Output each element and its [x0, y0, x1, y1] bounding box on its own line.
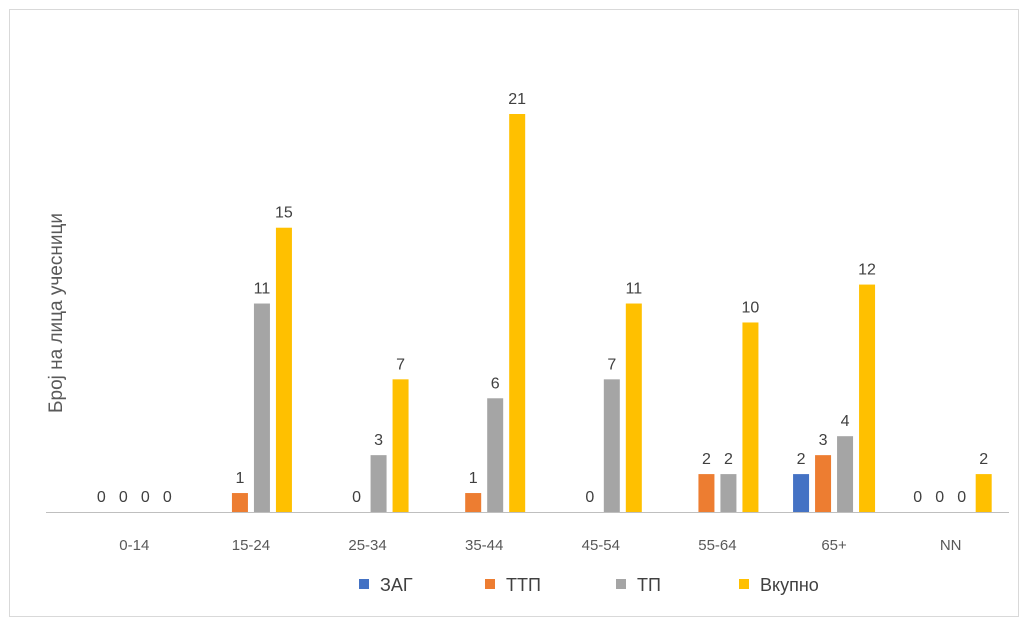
bar-ЗАГ-65+ — [793, 474, 810, 512]
legend-swatch-ЗАГ — [359, 579, 369, 589]
x-tick-0-14: 0-14 — [119, 537, 149, 554]
legend-label-ТП: ТП — [637, 575, 661, 595]
data-label-ТП-25-34: 3 — [374, 432, 383, 449]
data-label-ТТП-0-14: 0 — [119, 489, 128, 506]
x-tick-15-24: 15-24 — [232, 537, 270, 554]
data-label-ТП-55-64: 2 — [724, 451, 733, 468]
x-tick-65+: 65+ — [821, 537, 847, 554]
data-label-ТП-NN: 0 — [957, 489, 966, 506]
data-label-ЗАГ-0-14: 0 — [97, 489, 106, 506]
bar-ТТП-35-44 — [465, 493, 482, 512]
legend: ЗАГ ТТП ТП Вкупно — [359, 575, 819, 595]
data-label-ТП-0-14: 0 — [141, 489, 150, 506]
x-tick-labels: 0-14 15-24 25-34 35-44 45-54 55-64 65+ NN — [119, 537, 961, 554]
data-label-Вкупно-65+: 12 — [858, 262, 876, 279]
data-label-ТП-65+: 4 — [841, 413, 850, 430]
data-label-Вкупно-45-54: 11 — [626, 281, 643, 298]
bar-Вкупно-15-24 — [275, 227, 292, 512]
bar-chart: Број на лица учесници 0 0 0 011115037162107… — [46, 91, 1009, 595]
x-tick-55-64: 55-64 — [698, 537, 736, 554]
data-label-ЗАГ-65+: 2 — [797, 451, 806, 468]
x-tick-35-44: 35-44 — [465, 537, 503, 554]
data-label-ТТП-NN: 0 — [935, 489, 944, 506]
bar-ТП-15-24 — [253, 303, 270, 512]
x-tick-NN: NN — [940, 537, 962, 554]
legend-swatch-ТТП — [485, 579, 495, 589]
data-label-ЗАГ-NN: 0 — [913, 489, 922, 506]
bar-ТП-45-54 — [603, 379, 620, 512]
legend-label-ТТП: ТТП — [506, 575, 541, 595]
bar-ТП-35-44 — [487, 398, 504, 512]
data-label-ТП-35-44: 6 — [491, 375, 500, 392]
data-label-ТТП-25-34: 0 — [352, 489, 361, 506]
x-tick-45-54: 45-54 — [582, 537, 620, 554]
y-axis-title: Број на лица учесници — [46, 213, 67, 413]
data-label-ТТП-65+: 3 — [819, 432, 828, 449]
bar-Вкупно-55-64 — [742, 322, 759, 512]
data-label-Вкупно-15-24: 15 — [275, 205, 293, 222]
bar-Вкупно-NN — [975, 474, 992, 512]
bar-ТТП-55-64 — [698, 474, 715, 512]
legend-label-ЗАГ: ЗАГ — [380, 575, 413, 595]
data-label-ТТП-45-54: 0 — [585, 489, 594, 506]
legend-swatch-Вкупно — [739, 579, 749, 589]
bar-Вкупно-65+ — [859, 284, 876, 512]
data-label-ТТП-15-24: 1 — [235, 470, 244, 487]
data-label-ТТП-35-44: 1 — [469, 470, 478, 487]
data-label-Вкупно-NN: 2 — [979, 451, 988, 468]
bar-Вкупно-25-34 — [392, 379, 409, 512]
bar-ТП-55-64 — [720, 474, 737, 512]
bar-ТП-65+ — [837, 436, 854, 512]
data-label-Вкупно-55-64: 10 — [742, 299, 760, 316]
chart-frame: Број на лица учесници 0 0 0 0 1 11 15 0 3 7 1 6 21 0 7… — [9, 9, 1019, 617]
legend-swatch-ТП — [616, 579, 626, 589]
data-label-Вкупно-35-44: 21 — [508, 91, 526, 108]
legend-label-Вкупно: Вкупно — [760, 575, 819, 595]
bar-Вкупно-35-44 — [509, 114, 526, 512]
data-label-ТТП-55-64: 2 — [702, 451, 711, 468]
bar-Вкупно-45-54 — [625, 303, 642, 512]
x-tick-25-34: 25-34 — [348, 537, 386, 554]
data-label-ТП-45-54: 7 — [607, 356, 616, 373]
data-label-Вкупно-0-14: 0 — [163, 489, 172, 506]
bar-ТТП-15-24 — [231, 493, 248, 512]
bar-ТТП-65+ — [815, 455, 832, 512]
data-label-Вкупно-25-34: 7 — [396, 356, 405, 373]
bar-ТП-25-34 — [370, 455, 387, 512]
data-label-ТП-15-24: 11 — [254, 281, 271, 298]
